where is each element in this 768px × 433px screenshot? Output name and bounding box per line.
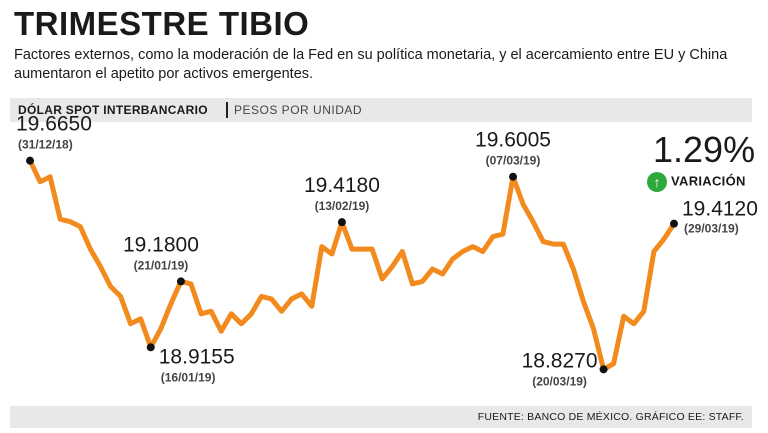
data-point-marker	[670, 219, 678, 228]
data-label-date: (20/03/19)	[532, 374, 587, 388]
series-line	[27, 158, 677, 372]
variation-value: 1.29%	[653, 129, 756, 170]
variation-label: VARIACIÓN	[671, 173, 746, 189]
data-point-marker	[26, 156, 34, 165]
data-label-date: (16/01/19)	[161, 370, 216, 384]
variation-badge: ↑ VARIACIÓN	[647, 170, 746, 192]
chart-subtitle: Factores externos, como la moderación de…	[14, 47, 728, 82]
data-label-value: 19.4180	[304, 174, 380, 197]
data-label-value: 19.6650	[16, 113, 92, 136]
chart-title: TRIMESTRE TIBIO	[14, 5, 310, 42]
chart-header-bar: DÓLAR SPOT INTERBANCARIO PESOS POR UNIDA…	[10, 98, 752, 122]
up-arrow-icon: ↑	[647, 171, 667, 192]
data-point-marker	[337, 218, 346, 227]
series-name: DÓLAR SPOT INTERBANCARIO	[18, 103, 208, 117]
divider	[226, 102, 228, 118]
data-label-date: (07/03/19)	[486, 154, 541, 168]
data-label-date: (31/12/18)	[18, 138, 73, 152]
data-point-marker	[599, 365, 608, 374]
data-label-value: 19.4120	[682, 198, 758, 221]
data-label-date: (13/02/19)	[315, 199, 370, 213]
data-point-marker	[176, 277, 185, 286]
data-label-value: 19.1800	[123, 233, 199, 256]
data-point-marker	[509, 172, 517, 181]
data-point-marker	[146, 343, 155, 352]
data-label-value: 18.8270	[522, 349, 598, 372]
data-label-value: 19.6005	[475, 129, 551, 152]
source-bar: FUENTE: BANCO DE MÉXICO. GRÁFICO EE: STA…	[10, 406, 752, 428]
unit-label: PESOS POR UNIDAD	[234, 103, 363, 117]
source-text: FUENTE: BANCO DE MÉXICO. GRÁFICO EE: STA…	[477, 411, 744, 423]
data-label-date: (21/01/19)	[134, 258, 189, 272]
data-label-date: (29/03/19)	[684, 222, 739, 236]
data-label-value: 18.9155	[159, 345, 235, 368]
